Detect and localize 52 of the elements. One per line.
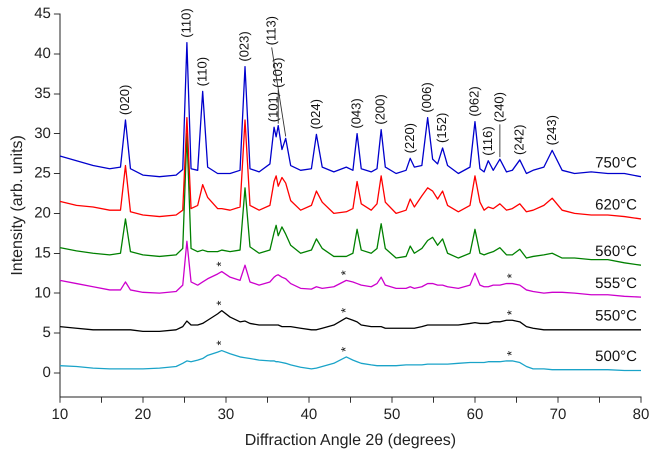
annotation: *	[338, 308, 353, 313]
x-tick-label: 60	[466, 406, 484, 423]
series-label: 500°C	[595, 348, 638, 366]
annotation: (006)	[419, 82, 434, 113]
annotation: *	[213, 300, 228, 306]
annotation: (103)	[270, 58, 285, 88]
x-axis-title: Diffraction Angle 2θ (degrees)	[244, 432, 456, 449]
annotation: (113)	[263, 16, 278, 46]
x-tick-label: 40	[300, 406, 318, 423]
annotation: (101)	[266, 92, 281, 122]
annotation: *	[213, 340, 228, 346]
x-tick-label: 70	[550, 406, 566, 423]
y-tick-label: 15	[34, 244, 51, 262]
annotation: *	[213, 262, 228, 267]
annotation: (043)	[348, 98, 364, 129]
y-tick-label: 20	[34, 204, 51, 222]
annotation: *	[338, 346, 353, 352]
y-tick-label: 30	[34, 124, 51, 142]
series-label: 560°C	[595, 242, 638, 260]
annotation: (240)	[491, 92, 506, 122]
annotation: (020)	[117, 84, 132, 116]
y-tick-label: 35	[34, 84, 51, 102]
annotation: *	[504, 273, 519, 279]
x-tick-label: 30	[218, 406, 234, 423]
y-tick-label: 40	[34, 45, 51, 62]
series-label: 750°C	[595, 154, 638, 172]
y-axis-title: Intensity (arb. units)	[9, 135, 26, 276]
y-tick-label: 10	[34, 284, 51, 302]
annotation: *	[504, 310, 519, 316]
series-label: 550°C	[595, 307, 638, 324]
annotation: (116)	[480, 126, 495, 156]
series-label: 620°C	[595, 196, 638, 214]
y-tick-label: 5	[42, 324, 51, 342]
x-tick-label: 50	[384, 406, 400, 423]
annotation: (110)	[194, 56, 210, 86]
annotation: (024)	[308, 99, 323, 130]
annotation: *	[504, 350, 519, 356]
annotation: (200)	[372, 94, 388, 125]
series-label: 555°C	[595, 274, 638, 292]
x-tick-label: 80	[632, 406, 650, 423]
annotation: (243)	[544, 115, 559, 146]
annotation: (242)	[511, 124, 526, 155]
annotation: (062)	[466, 86, 482, 117]
y-tick-label: 45	[34, 5, 51, 22]
annotation: (110)	[178, 8, 194, 38]
y-tick-label: 0	[42, 364, 51, 382]
annotation: *	[338, 270, 353, 276]
annotation: (023)	[236, 31, 252, 62]
annotation: (152)	[434, 112, 450, 143]
annotation: (220)	[402, 122, 417, 154]
y-tick-label: 25	[34, 164, 51, 182]
x-tick-label: 20	[134, 406, 152, 423]
